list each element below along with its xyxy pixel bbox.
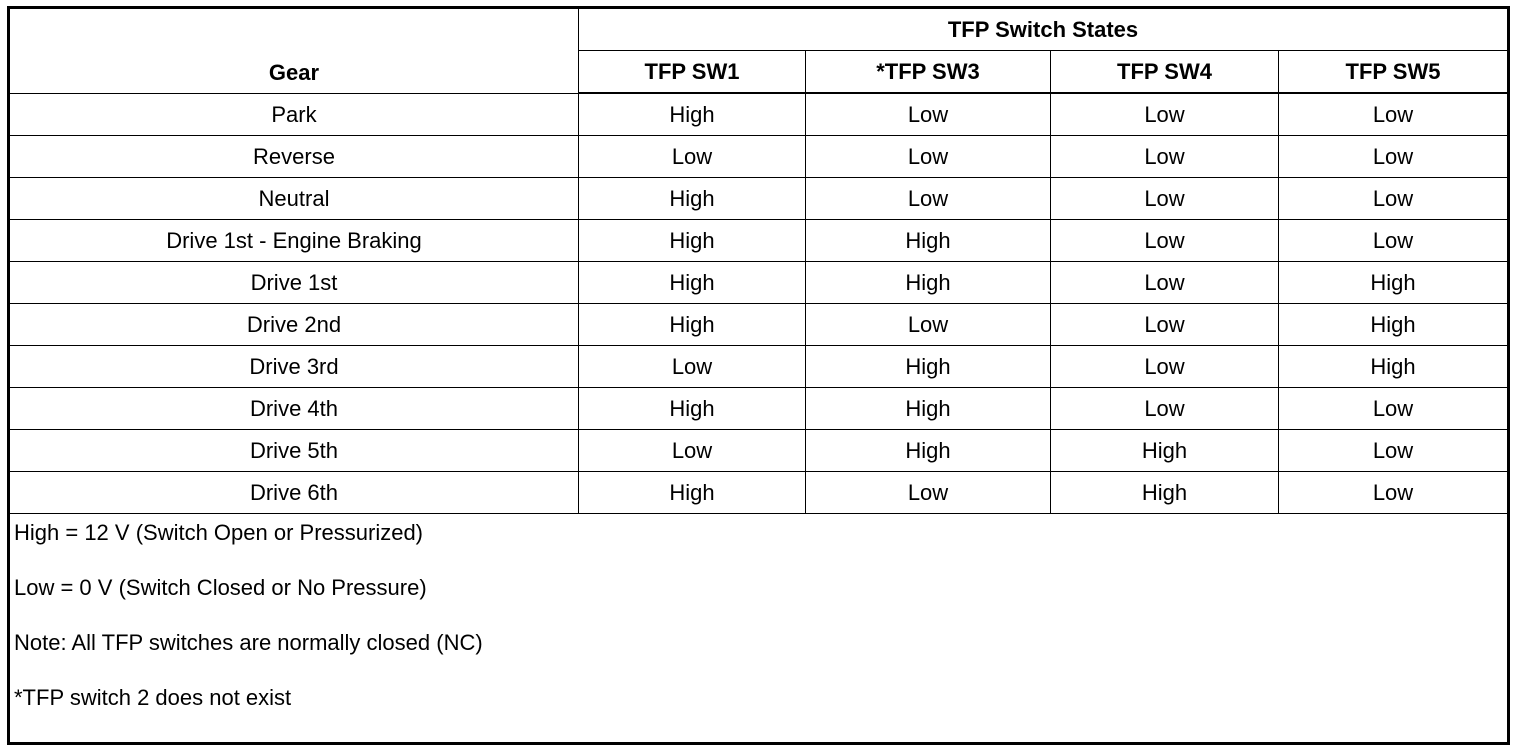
state-cell: Low bbox=[1278, 177, 1509, 220]
state-cell: Low bbox=[805, 92, 1051, 136]
state-cell: Low bbox=[1050, 135, 1279, 178]
data-row: Reverse Low Low Low Low bbox=[8, 135, 1509, 178]
data-row: Drive 5th Low High High Low bbox=[8, 429, 1509, 472]
state-cell: Low bbox=[1278, 92, 1509, 136]
gear-cell: Neutral bbox=[8, 177, 579, 220]
state-cell: High bbox=[578, 177, 806, 220]
data-row: Drive 1st - Engine Braking High High Low Low bbox=[8, 219, 1509, 262]
data-row: Park High Low Low Low bbox=[8, 92, 1509, 136]
column-header: TFP SW4 bbox=[1050, 50, 1279, 94]
state-cell: Low bbox=[1050, 387, 1279, 430]
column-header-row: TFP SW1 *TFP SW3 TFP SW4 TFP SW5 bbox=[9, 50, 1509, 94]
state-cell: Low bbox=[578, 135, 806, 178]
gear-cell: Drive 4th bbox=[8, 387, 579, 430]
state-cell: High bbox=[805, 429, 1051, 472]
note: Low = 0 V (Switch Closed or No Pressure) bbox=[14, 575, 427, 600]
state-cell: Low bbox=[1050, 177, 1279, 220]
switch-table: Gear TFP Switch States TFP SW1 *TFP SW3 TF… bbox=[7, 6, 1510, 745]
state-cell: High bbox=[1278, 303, 1509, 346]
row-label-header: Gear bbox=[8, 7, 579, 94]
gear-cell: Drive 6th bbox=[8, 471, 579, 514]
state-cell: Low bbox=[805, 303, 1051, 346]
data-row: Drive 1st High High Low High bbox=[8, 261, 1509, 304]
state-cell: Low bbox=[1050, 92, 1279, 136]
state-cell: Low bbox=[805, 177, 1051, 220]
gear-cell: Drive 3rd bbox=[8, 345, 579, 388]
column-header: TFP SW1 bbox=[578, 50, 806, 94]
page: {"header": {"group_title": "TFP Switch S… bbox=[7, 6, 1510, 745]
data-row: Drive 2nd High Low Low High bbox=[8, 303, 1509, 346]
state-cell: High bbox=[578, 387, 806, 430]
state-cell: High bbox=[805, 261, 1051, 304]
state-cell: Low bbox=[1278, 429, 1509, 472]
gear-cell: Reverse bbox=[8, 135, 579, 178]
data-row: Drive 6th High Low High Low bbox=[8, 471, 1509, 514]
gear-cell: Drive 1st - Engine Braking bbox=[8, 219, 579, 262]
state-cell: Low bbox=[805, 135, 1051, 178]
table-body: Gear TFP Switch States TFP SW1 *TFP SW3 TF… bbox=[8, 7, 1509, 744]
state-cell: High bbox=[578, 471, 806, 514]
gear-cell: Drive 5th bbox=[8, 429, 579, 472]
state-cell: High bbox=[1278, 345, 1509, 388]
state-cell: High bbox=[805, 345, 1051, 388]
column-header: *TFP SW3 bbox=[805, 50, 1051, 94]
data-row: Drive 3rd Low High Low High bbox=[8, 345, 1509, 388]
state-cell: High bbox=[578, 219, 806, 262]
state-cell: High bbox=[578, 261, 806, 304]
header-row: Gear TFP Switch States bbox=[8, 7, 1509, 94]
data-row: Drive 4th High High Low Low bbox=[8, 387, 1509, 430]
state-cell: Low bbox=[1278, 135, 1509, 178]
note: High = 12 V (Switch Open or Pressurized) bbox=[14, 520, 424, 545]
state-cell: High bbox=[1050, 429, 1279, 472]
state-cell: Low bbox=[1278, 471, 1509, 514]
state-cell: High bbox=[578, 303, 806, 346]
state-cell: High bbox=[805, 387, 1051, 430]
state-cell: Low bbox=[805, 471, 1051, 514]
data-row: Neutral High Low Low Low bbox=[8, 177, 1509, 220]
note: *TFP switch 2 does not exist bbox=[14, 685, 292, 710]
state-cell: High bbox=[578, 92, 806, 136]
state-cell: Low bbox=[1050, 303, 1279, 346]
state-cell: Low bbox=[1050, 219, 1279, 262]
state-cell: Low bbox=[578, 345, 806, 388]
state-cell: Low bbox=[1278, 219, 1509, 262]
state-cell: High bbox=[1278, 261, 1509, 304]
state-cell: Low bbox=[578, 429, 806, 472]
state-cell: Low bbox=[1050, 345, 1279, 388]
gear-cell: Drive 1st bbox=[8, 261, 579, 304]
state-cell: High bbox=[805, 219, 1051, 262]
notes-row: High = 12 V (Switch Open or Pressurized)… bbox=[8, 513, 1509, 744]
gear-cell: Park bbox=[8, 92, 579, 136]
body: Gear TFP Switch States TFP SW1 *TFP SW3 TF… bbox=[7, 6, 1510, 745]
group-header: TFP Switch States bbox=[578, 7, 1509, 51]
state-cell: Low bbox=[1278, 387, 1509, 430]
column-header: TFP SW5 bbox=[1278, 50, 1509, 94]
note: Note: All TFP switches are normally clos… bbox=[14, 630, 483, 655]
notes-cell: High = 12 V (Switch Open or Pressurized)… bbox=[8, 513, 1509, 744]
gear-cell: Drive 2nd bbox=[8, 303, 579, 346]
state-cell: High bbox=[1050, 471, 1279, 514]
state-cell: Low bbox=[1050, 261, 1279, 304]
